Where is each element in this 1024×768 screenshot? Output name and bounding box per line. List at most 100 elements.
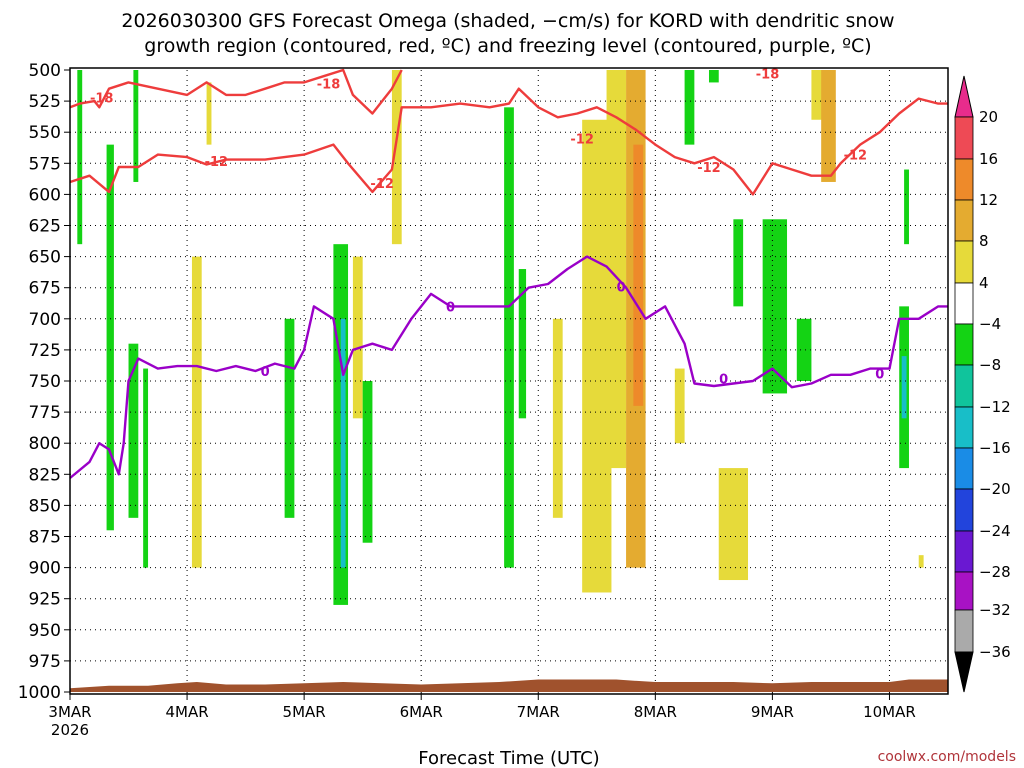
contour-line-0 <box>69 255 948 479</box>
colorbar-top-arrow <box>954 75 974 118</box>
colorbar-segment-12_16 <box>954 158 974 201</box>
omega-shade-region-31 <box>904 169 909 245</box>
omega-shade-region-32 <box>918 555 924 568</box>
contour-label-2: -18 <box>756 68 780 83</box>
omega-shade-region-24 <box>796 318 812 381</box>
chart-title-line-2: growth region (contoured, red, ºC) and f… <box>144 35 871 57</box>
colorbar-segment-m16_m12 <box>954 406 974 449</box>
y-tick-label-925: 925 <box>29 590 61 610</box>
colorbar-label-11: −28 <box>979 563 1011 581</box>
y-tick-label-725: 725 <box>29 341 61 361</box>
y-tick-label-750: 750 <box>29 372 61 392</box>
colorbar-label-0: 20 <box>979 108 998 126</box>
colorbar-segment-m12_m8 <box>954 364 974 408</box>
contour-label-6: -12 <box>697 161 721 176</box>
contour-label-1: -18 <box>317 78 341 93</box>
colorbar-label-1: 16 <box>979 150 998 168</box>
y-tick-label-900: 900 <box>29 559 61 579</box>
x-tick-label-6MAR: 6MAR <box>400 703 443 721</box>
x-tick-label-5MAR: 5MAR <box>283 703 326 721</box>
y-tick-label-500: 500 <box>29 61 61 81</box>
omega-shade-region-6 <box>206 82 212 145</box>
y-tick-label-850: 850 <box>29 496 61 516</box>
omega-shade-region-11 <box>362 381 373 543</box>
contour-label-4: -12 <box>370 177 394 192</box>
colorbar-label-3: 8 <box>979 232 989 250</box>
contour-label-9: 0 <box>446 300 455 315</box>
omega-shade-region-0 <box>77 70 83 245</box>
chart-title-line-1: 2026030300 GFS Forecast Omega (shaded, −… <box>121 10 894 32</box>
contour-layer <box>69 68 948 479</box>
y-tick-label-550: 550 <box>29 123 61 143</box>
colorbar-segment-4_8 <box>954 240 974 284</box>
colorbar-label-10: −24 <box>979 522 1011 540</box>
y-tick-label-775: 775 <box>29 403 61 423</box>
omega-shade-region-7 <box>284 318 295 518</box>
y-tick-label-800: 800 <box>29 434 61 454</box>
omega-shade-region-5 <box>191 256 202 568</box>
colorbar-segment-m24_m20 <box>954 488 974 532</box>
omega-shade-region-28 <box>821 70 836 182</box>
plot-area: -18 -18 -18 -12 -12 -12 -12 -12 0 0 0 0 0 <box>69 67 949 695</box>
colorbar-label-12: −32 <box>979 601 1011 619</box>
contour-label-layer: -18 -18 -18 -12 -12 -12 -12 -12 0 0 0 0 0 <box>90 68 884 388</box>
y-tick-label-875: 875 <box>29 528 61 548</box>
x-tick-label-3MAR: 3MAR <box>48 703 91 721</box>
omega-shade-region-15 <box>552 318 563 518</box>
colorbar-label-2: 12 <box>979 191 998 209</box>
omega-shade-region-30 <box>901 356 907 419</box>
colorbar-label-13: −36 <box>979 643 1011 661</box>
y-tick-label-1000: 1000 <box>18 683 61 703</box>
y-axis: 500 525 550 575 600 625 650 675 700 725 750 775 800 8… <box>18 61 70 703</box>
omega-shade-region-10 <box>352 256 363 419</box>
omega-shade-region-19 <box>633 144 644 406</box>
colorbar-segment-8_12 <box>954 199 974 242</box>
x-tick-label-9MAR: 9MAR <box>751 703 794 721</box>
colorbar-label-8: −16 <box>979 439 1011 457</box>
omega-shade-region-22 <box>733 219 744 307</box>
y-tick-label-650: 650 <box>29 248 61 268</box>
y-tick-label-575: 575 <box>29 154 61 174</box>
colorbar-segment-16_20 <box>954 116 974 160</box>
omega-shade-region-23 <box>762 219 788 394</box>
colorbar-label-9: −20 <box>979 480 1011 498</box>
x-axis-title: Forecast Time (UTC) <box>418 748 599 768</box>
y-tick-label-950: 950 <box>29 621 61 641</box>
contour-label-7: -12 <box>844 149 868 164</box>
colorbar-segment-m32_m28 <box>954 571 974 611</box>
colorbar-bottom-arrow <box>954 651 974 693</box>
terrain-fill <box>70 679 948 692</box>
colorbar-label-4: 4 <box>979 274 989 292</box>
omega-shade-region-25 <box>718 468 749 581</box>
omega-shade-region-1 <box>106 144 114 531</box>
grid-layer <box>70 70 948 692</box>
omega-shade-region-14 <box>518 269 527 419</box>
contour-label-3: -12 <box>205 155 229 170</box>
colorbar-segment-neutral <box>954 282 974 325</box>
colorbar-label-5: −4 <box>979 315 1001 333</box>
colorbar-label-6: −8 <box>979 356 1001 374</box>
contour-line-minus18 <box>69 68 403 115</box>
terrain-layer <box>70 679 948 692</box>
y-tick-label-525: 525 <box>29 92 61 112</box>
omega-shade-region-2 <box>128 343 139 518</box>
contour-label-8: 0 <box>261 365 270 380</box>
y-tick-label-600: 600 <box>29 185 61 205</box>
omega-shade-region-26 <box>674 368 685 444</box>
contour-label-12: 0 <box>875 368 884 383</box>
colorbar-segment-m8_m4 <box>954 323 974 366</box>
omega-shade-region-9 <box>340 318 346 568</box>
x-tick-label-8MAR: 8MAR <box>634 703 677 721</box>
omega-shading-layer <box>77 70 924 605</box>
omega-shade-region-12 <box>391 70 402 245</box>
contour-line-minus12 <box>69 87 948 196</box>
omega-shade-region-20 <box>684 70 695 145</box>
x-tick-label-4MAR: 4MAR <box>165 703 208 721</box>
omega-shade-region-3 <box>143 368 149 568</box>
colorbar-segment-m20_m16 <box>954 447 974 490</box>
contour-label-10: 0 <box>617 280 626 295</box>
colorbar: 20 16 12 8 4 −4 −8 −12 −16 −20 −24 −28 −32 −36 <box>954 75 1011 693</box>
colorbar-segment-m28_m24 <box>954 530 974 573</box>
